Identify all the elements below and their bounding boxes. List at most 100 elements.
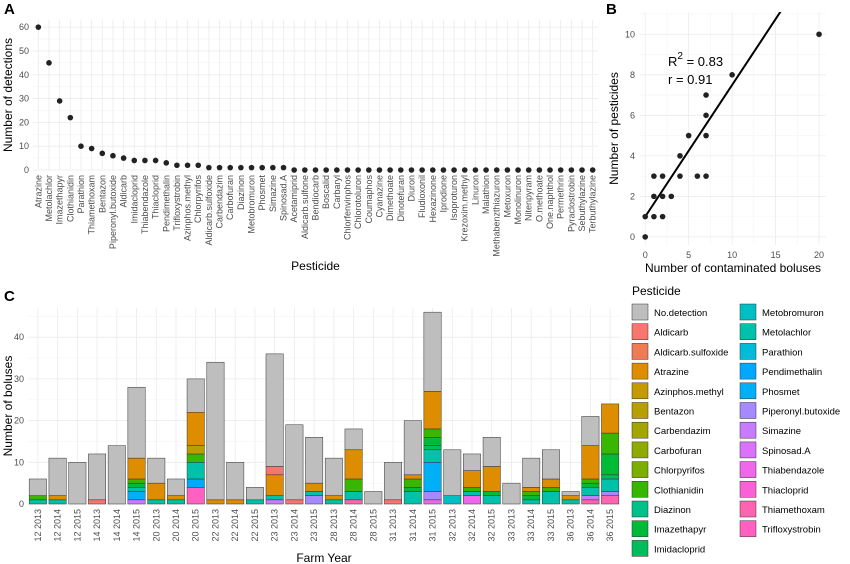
panel-a-xtick-label: Thiamethoxam: [87, 175, 97, 235]
panel-a-point: [397, 167, 404, 173]
panel-a-xtick-label: Iprodione: [438, 175, 448, 213]
panel-c-bar-segment: [324, 499, 343, 505]
panel-c-bar-segment: [423, 311, 442, 392]
panel-c-xtick-label: 23 2015: [309, 509, 319, 542]
panel-c-bar-segment: [265, 495, 284, 501]
panel-a-xtick-label: Krezoxim.methyl: [460, 175, 470, 242]
panel-b-regression-line: [644, 12, 782, 218]
panel-b-point: [659, 193, 666, 200]
panel-c-xtick-label: 23 2013: [270, 509, 280, 542]
legend-swatch: [631, 402, 649, 419]
panel-c-bar-segment: [581, 495, 600, 501]
panel-b-point: [729, 72, 735, 78]
legend-item-label: Thiacloprid: [762, 485, 808, 496]
panel-c-bar-segment: [542, 491, 560, 505]
panel-b-xtick-label: 15: [771, 250, 781, 260]
panel-a-point: [312, 167, 319, 173]
panel-b-point: [668, 193, 675, 200]
legend-item-label: Azinphos.methyl: [654, 387, 724, 398]
legend-item-label: Piperonyl.butoxide: [762, 407, 840, 418]
panel-b-r2-annotation: R2 = 0.83: [668, 51, 723, 69]
panel-b-point: [694, 173, 701, 179]
panel-c-xtick-label: 31 2015: [428, 509, 438, 542]
panel-a-point: [67, 114, 74, 121]
panel-a-xtick-label: Bentazon: [97, 175, 107, 213]
panel-c-bar-segment: [403, 487, 422, 492]
panel-b-ytick-label: 6: [630, 110, 635, 120]
panel-c-bar-segment: [28, 478, 47, 496]
panel-a-point: [376, 167, 383, 173]
panel-c-bar-segment: [423, 499, 442, 505]
panel-a-point: [429, 167, 436, 173]
panel-c-bar-segment: [88, 453, 106, 501]
panel-a-xtick-label: Clothianidin: [65, 175, 75, 222]
panel-c-bar-segment: [127, 487, 146, 492]
legend-swatch: [739, 382, 757, 400]
panel-c-bar-segment: [581, 445, 600, 480]
panel-b-point: [659, 213, 666, 220]
panel-b-ytick-label: 2: [630, 191, 635, 201]
panel-c-xtick-label: 12 2015: [72, 509, 82, 542]
panel-a-point: [515, 167, 521, 173]
panel-c-bar-segment: [601, 495, 620, 505]
panel-c-bar-segment: [561, 495, 580, 501]
panel-a-point: [291, 167, 297, 173]
panel-a-xtick-label: Trifloxystrobin: [172, 175, 182, 231]
legend-swatch: [631, 500, 649, 518]
panel-c-bar-segment: [443, 495, 462, 505]
panel-c-bar-segment: [463, 487, 481, 492]
panel-c-xtick-label: 33 2013: [506, 509, 516, 542]
panel-c-plot-area: [28, 308, 620, 504]
panel-c-bar-segment: [482, 491, 501, 496]
panel-a-xtick-label: Fludioxonil: [417, 175, 427, 218]
panel-a-xtick-label: Atrazine: [33, 175, 43, 208]
panel-b-point: [659, 173, 666, 179]
panel-c-y-axis-title: Number of boluses: [1, 356, 15, 457]
panel-c-xtick-label: 22 2013: [210, 509, 220, 542]
panel-a-point: [216, 164, 223, 171]
panel-b-plot-area: [640, 12, 826, 245]
panel-c-bar-segment: [186, 378, 205, 413]
panel-a-ytick-label: 60: [19, 22, 29, 32]
panel-c-bar-segment: [305, 437, 324, 484]
panel-a-point: [568, 167, 575, 173]
panel-a-xtick-label: Monolinuron: [513, 175, 523, 225]
panel-c-bar-segment: [463, 453, 481, 471]
panel-a-xtick-label: Pendimethalin: [161, 175, 171, 232]
panel-c-bar-segment: [522, 499, 541, 505]
panel-c-xtick-label: 23 2014: [289, 509, 299, 542]
panel-a-xtick-label: O.methoate: [534, 175, 544, 222]
panel-c-bar-segment: [265, 499, 284, 505]
panel-b-point: [677, 173, 683, 179]
panel-a-detections-chart: 0 10 20 30 40 50 60 Atrazine Metolachlor Imazetha…: [1, 20, 598, 273]
panel-b-point: [685, 132, 692, 139]
panel-a-xtick-label: Sebuthylazine: [577, 175, 587, 232]
panel-c-bar-segment: [403, 478, 422, 488]
panel-c-bar-segment: [423, 491, 442, 501]
panel-a-point: [451, 167, 457, 173]
panel-b-point: [642, 234, 649, 240]
panel-a-xtick-label: Coumaphos: [364, 175, 374, 224]
panel-a-point: [248, 164, 255, 171]
panel-c-xtick-label: 28 2013: [329, 509, 339, 542]
panel-c-bar-segment: [186, 453, 205, 463]
legend-swatch: [739, 421, 757, 439]
panel-a-xtick-label: Acetamiprid: [289, 175, 299, 223]
panel-c-bar-segment: [423, 449, 442, 463]
panel-c-bar-segment: [305, 491, 324, 496]
panel-c-bar-segment: [581, 499, 600, 505]
panel-b-point: [651, 193, 657, 200]
panel-c-bar-segment: [364, 491, 383, 505]
panel-c-bar-segment: [423, 445, 442, 451]
legend-swatch: [739, 323, 757, 340]
panel-b-x-axis-title: Number of contaminated boluses: [645, 261, 821, 275]
panel-a-point: [408, 167, 415, 173]
panel-a-ytick-label: 0: [24, 165, 29, 175]
panel-a-xtick-label: Aldicarb.sulfone: [300, 175, 310, 239]
panel-a-xtick-label: Terbuthylazine: [588, 175, 598, 233]
legend-item-label: Thiabendazole: [762, 466, 824, 477]
panel-a-xtick-label: Bendiocarb: [311, 175, 321, 221]
panel-c-bar-segment: [561, 499, 580, 505]
legend-swatch: [631, 303, 649, 321]
panel-c-stacked-bar-chart: 0 10 20 30 40 12 2013 12 2014 12 2015 14 2013 14 …: [1, 308, 620, 564]
